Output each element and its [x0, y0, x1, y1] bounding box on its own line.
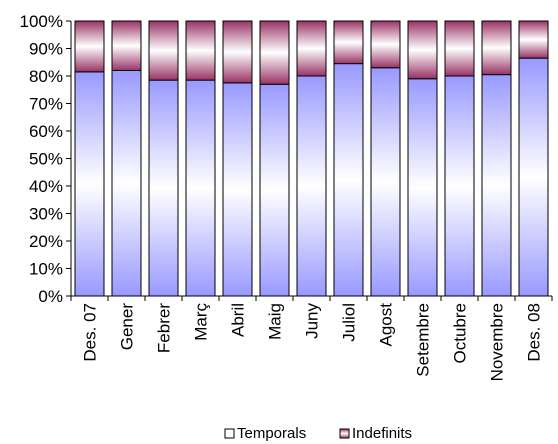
- legend-label-indefinits: Indefinits: [352, 425, 412, 442]
- bar-indefinits: [370, 20, 401, 69]
- bar-indefinits: [481, 20, 512, 76]
- y-tick-label: 10%: [29, 260, 63, 279]
- bar-indefinits: [333, 20, 364, 65]
- bar-temporals: [444, 75, 475, 297]
- bar-temporals: [111, 70, 142, 297]
- x-category-label: Des. 07: [81, 303, 100, 362]
- bar-temporals: [518, 57, 549, 297]
- bar-temporals: [407, 78, 438, 297]
- bar-temporals: [74, 71, 105, 297]
- x-category-label: Juliol: [340, 303, 359, 342]
- y-tick-label: 40%: [29, 177, 63, 196]
- bar-indefinits: [185, 20, 216, 81]
- bar-indefinits: [148, 20, 179, 81]
- bar-temporals: [370, 67, 401, 297]
- legend-swatch-temporals: [224, 428, 235, 439]
- x-category-label: Agost: [377, 303, 396, 347]
- bar-temporals: [185, 79, 216, 297]
- y-tick-label: 60%: [29, 122, 63, 141]
- x-category-label: Maig: [266, 303, 285, 340]
- bar-temporals: [296, 75, 327, 297]
- bar-indefinits: [407, 20, 438, 80]
- plot-area: 0% 10% 20% 30% 40% 50% 60% 70% 80% 90% 100% Des. 07…: [20, 12, 553, 381]
- bar-temporals: [148, 79, 179, 297]
- x-category-label: Febrer: [155, 303, 174, 353]
- bar-temporals: [333, 63, 364, 297]
- legend-swatch-indefinits: [339, 428, 350, 439]
- y-tick-label: 70%: [29, 95, 63, 114]
- bar-temporals: [222, 82, 253, 297]
- legend: Temporals Indefinits: [224, 425, 412, 442]
- bar-indefinits: [222, 20, 253, 84]
- y-tick-label: 100%: [20, 12, 63, 31]
- bar-indefinits: [518, 20, 549, 59]
- x-category-label: Novembre: [488, 303, 507, 381]
- bar-indefinits: [444, 20, 475, 77]
- y-tick-label: 90%: [29, 40, 63, 59]
- x-category-label: Març: [192, 303, 211, 341]
- bar-temporals: [259, 83, 290, 297]
- y-tick-label: 80%: [29, 67, 63, 86]
- y-tick-label: 0%: [38, 287, 63, 306]
- y-tick-label: 30%: [29, 205, 63, 224]
- x-category-label: Juny: [303, 303, 322, 339]
- x-category-label: Abril: [229, 303, 248, 337]
- x-category-label: Setembre: [414, 303, 433, 377]
- legend-label-temporals: Temporals: [237, 425, 306, 442]
- bar-indefinits: [74, 20, 105, 73]
- bar-indefinits: [111, 20, 142, 71]
- y-tick-label: 20%: [29, 232, 63, 251]
- x-category-label: Gener: [118, 303, 137, 351]
- y-tick-label: 50%: [29, 150, 63, 169]
- x-category-label: Octubre: [451, 303, 470, 363]
- x-category-label: Des. 08: [525, 303, 544, 362]
- bar-indefinits: [259, 20, 290, 85]
- bar-temporals: [481, 74, 512, 297]
- bar-indefinits: [296, 20, 327, 77]
